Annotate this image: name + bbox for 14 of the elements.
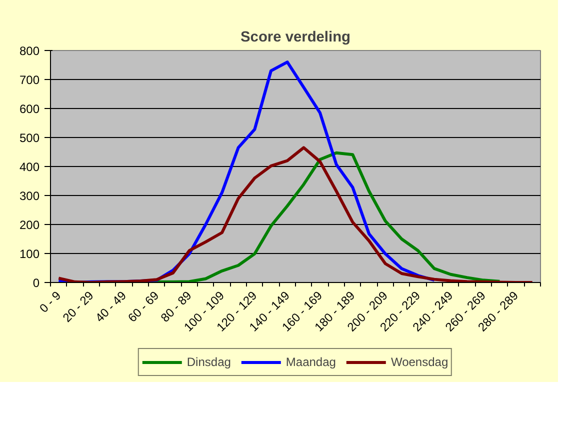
line-series — [57, 146, 534, 282]
y-tick-label: 600 — [19, 102, 40, 116]
y-tick-label: 800 — [19, 44, 40, 58]
y-tick-label: 700 — [19, 73, 40, 87]
chart-title: Score verdeling — [240, 30, 350, 46]
y-tick-label: 500 — [19, 131, 40, 145]
y-tick-label: 100 — [19, 247, 40, 261]
y-tick-label: 300 — [19, 189, 40, 203]
y-tick-label: 0 — [32, 276, 40, 290]
y-tick-label: 400 — [19, 160, 40, 174]
legend-label: Woensdag — [390, 355, 448, 369]
y-tick-label: 200 — [19, 218, 40, 232]
legend-label: Maandag — [286, 355, 336, 369]
legend-label: Dinsdag — [186, 355, 231, 369]
